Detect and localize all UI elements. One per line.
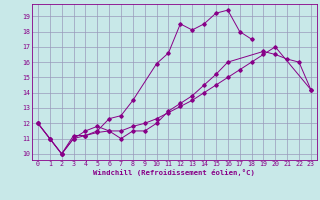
X-axis label: Windchill (Refroidissement éolien,°C): Windchill (Refroidissement éolien,°C): [93, 169, 255, 176]
